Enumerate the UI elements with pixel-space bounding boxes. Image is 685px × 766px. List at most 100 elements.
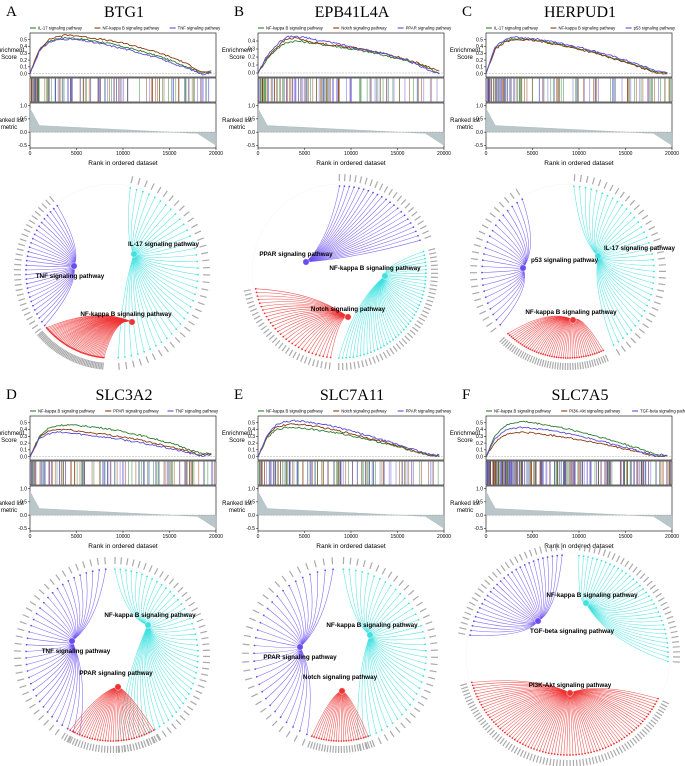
gene-edge xyxy=(71,572,88,642)
gene-label xyxy=(408,590,415,596)
gene-label xyxy=(121,745,124,753)
legend-entry: NF-kappa B signaling pathway xyxy=(266,26,324,31)
gene-label xyxy=(38,589,45,595)
ranked-list-area xyxy=(485,108,673,146)
gene-edge xyxy=(133,253,151,350)
gene-node xyxy=(591,557,594,559)
gene-label xyxy=(265,331,272,338)
gene-edge xyxy=(137,624,149,737)
gene-node xyxy=(589,354,592,356)
gene-title: SLC3A2 xyxy=(96,387,153,404)
gene-label xyxy=(464,695,472,700)
gene-node xyxy=(258,683,261,686)
gene-label xyxy=(191,223,198,229)
gene-label xyxy=(41,203,48,209)
gene-label xyxy=(202,274,211,276)
gene-label xyxy=(615,555,621,563)
gene-node xyxy=(622,337,624,339)
gene-node xyxy=(560,356,562,359)
gene-node xyxy=(600,350,603,353)
panel-label: D xyxy=(6,387,17,403)
pathway-label: Notch signaling pathway xyxy=(311,306,386,313)
pathway-label: NF-kappa B signaling pathway xyxy=(546,592,638,599)
gene-node xyxy=(112,740,115,742)
gene-label xyxy=(43,719,50,726)
gene-node xyxy=(133,737,136,739)
gene-node xyxy=(151,578,154,580)
gene-label xyxy=(31,324,39,330)
gene-node xyxy=(42,706,45,708)
gene-edge xyxy=(305,196,383,263)
es-tick-label: 0.1 xyxy=(476,448,483,454)
gene-label xyxy=(281,575,287,582)
gene-edge xyxy=(299,571,318,648)
x-tick-label: 5000 xyxy=(71,151,82,157)
gene-label xyxy=(597,547,602,555)
gene-edge xyxy=(597,255,632,331)
gene-label xyxy=(581,361,584,369)
gene-edge xyxy=(305,226,414,263)
gene-label xyxy=(482,722,489,728)
gene-node xyxy=(403,214,406,217)
gene-node xyxy=(536,749,538,751)
gene-node xyxy=(276,595,279,597)
gene-label xyxy=(409,712,416,718)
x-tick-label: 0 xyxy=(257,534,260,540)
gene-edge xyxy=(288,585,304,648)
ranked-list-area xyxy=(29,491,217,529)
gene-label xyxy=(657,597,665,602)
gene-node xyxy=(616,200,619,203)
gene-label xyxy=(499,738,505,745)
gene-edge xyxy=(118,253,135,358)
gene-label xyxy=(18,243,26,247)
gene-label xyxy=(488,575,494,582)
gene-label xyxy=(629,739,635,746)
gene-label xyxy=(197,301,205,306)
gene-label xyxy=(288,349,294,357)
gene-node xyxy=(566,754,568,756)
gene-edge xyxy=(117,624,149,741)
gene-node xyxy=(481,602,484,605)
gene-label xyxy=(425,302,433,307)
gene-label xyxy=(129,744,133,752)
pathway-label: IL-17 signaling pathway xyxy=(128,241,200,248)
x-tick-label: 0 xyxy=(29,534,32,540)
gene-label xyxy=(486,322,493,327)
gene-label xyxy=(461,686,469,690)
gene-label xyxy=(247,685,255,690)
gene-label xyxy=(181,591,188,598)
gene-label xyxy=(407,332,414,339)
gene-label xyxy=(375,564,380,572)
panel-label: A xyxy=(6,4,17,20)
gene-node xyxy=(403,597,406,600)
gene-node xyxy=(28,296,31,298)
gene-label xyxy=(430,649,438,651)
gene-label xyxy=(61,732,66,740)
gene-edge xyxy=(597,255,652,295)
legend-entry: NF-kappa B signaling pathway xyxy=(38,409,96,414)
es-curve-nf-kappa-b-signaling-pathway xyxy=(257,40,440,75)
gene-node xyxy=(359,354,362,357)
gene-node xyxy=(306,733,308,736)
gene-label xyxy=(583,544,587,552)
es-plot-frame xyxy=(485,32,673,78)
gene-label xyxy=(338,173,340,182)
gene-node xyxy=(424,265,427,267)
gene-node xyxy=(130,570,133,573)
rl-axis-label: Ranked list xyxy=(222,118,252,124)
gene-edge xyxy=(369,634,398,720)
gene-label xyxy=(169,341,175,348)
gene-label xyxy=(662,606,670,611)
gene-node xyxy=(489,590,492,593)
gene-node xyxy=(488,235,491,238)
gene-edge xyxy=(131,253,139,355)
gene-label xyxy=(509,344,515,351)
gene-edge xyxy=(520,566,540,622)
es-tick-label: 0.3 xyxy=(248,434,255,440)
es-curve-nf-kappa-b-signaling-pathway xyxy=(485,38,668,75)
gene-node xyxy=(101,356,104,359)
gene-label xyxy=(470,278,478,281)
gene-label xyxy=(430,656,439,658)
gene-label xyxy=(607,551,611,559)
